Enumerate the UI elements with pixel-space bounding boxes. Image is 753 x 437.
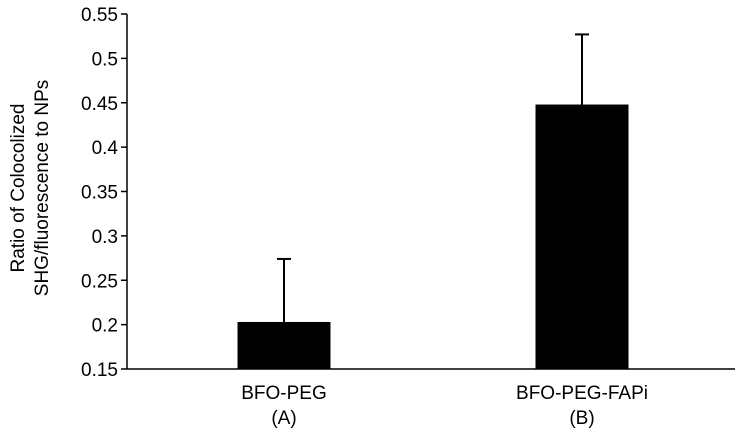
axes xyxy=(126,14,735,370)
y-axis-title: Ratio of Colocolized SHG/fluorescence to… xyxy=(8,80,53,296)
y-tick-label: 0.25 xyxy=(81,271,118,292)
x-category-sublabel: (B) xyxy=(569,408,594,429)
y-tick-label: 0.35 xyxy=(81,183,118,204)
y-axis-title-line-1: Ratio of Colocolized xyxy=(8,104,29,273)
x-category-sublabel: (A) xyxy=(271,408,296,429)
y-axis: 0.15 0.2 0.25 0.3 0.35 0.4 0.45 0.5 0.55 xyxy=(81,5,127,381)
x-category-label: BFO-PEG-FAPi xyxy=(516,383,648,404)
bar-a xyxy=(237,321,331,369)
x-category-label: BFO-PEG xyxy=(241,383,327,404)
y-tick-label: 0.15 xyxy=(81,360,118,381)
y-tick-label: 0.3 xyxy=(92,227,118,248)
y-tick-label: 0.55 xyxy=(81,5,118,26)
error-bars xyxy=(277,33,589,322)
y-tick-label: 0.4 xyxy=(92,138,119,159)
y-tick-label: 0.2 xyxy=(92,316,118,337)
y-tick-label: 0.45 xyxy=(81,94,118,115)
x-axis-labels: BFO-PEG (A) BFO-PEG-FAPi (B) xyxy=(241,383,648,429)
bar-b xyxy=(535,104,629,370)
y-tick-label: 0.5 xyxy=(92,49,118,70)
bars xyxy=(237,104,629,370)
y-axis-title-line-2: SHG/fluorescence to NPs xyxy=(32,80,53,296)
